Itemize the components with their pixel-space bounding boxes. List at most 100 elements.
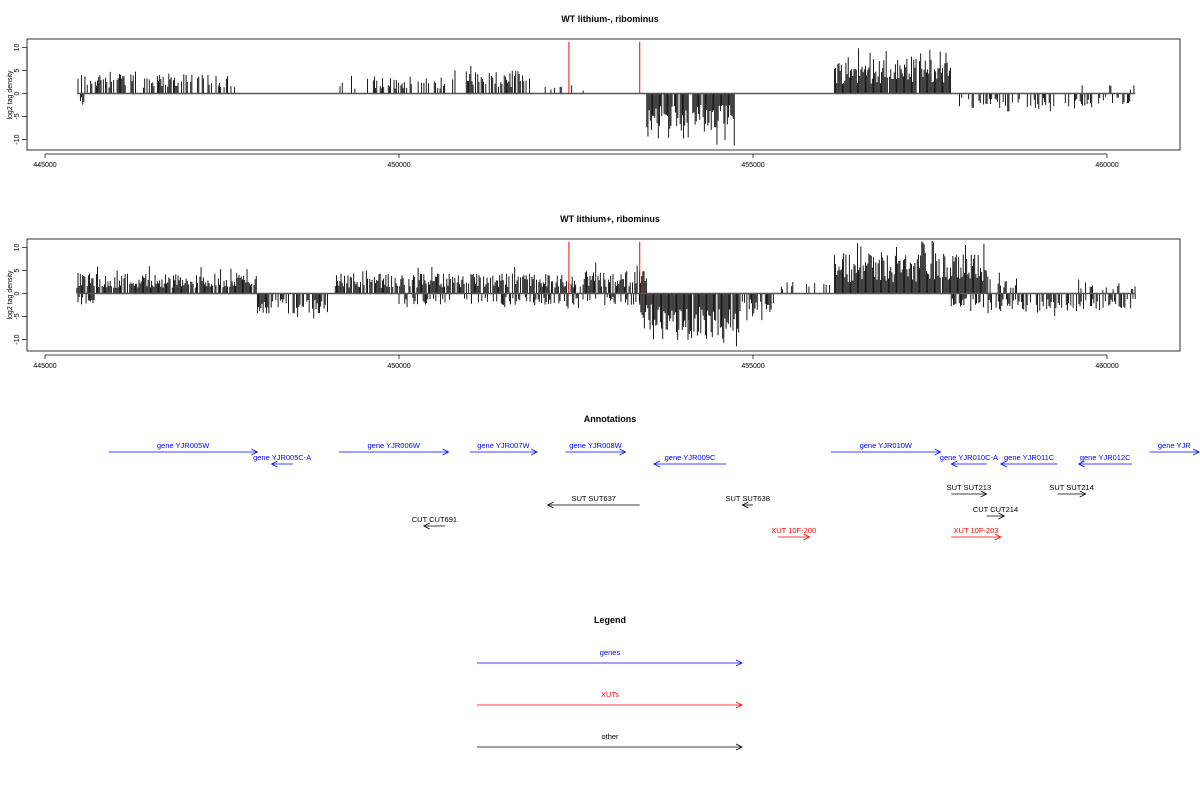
legend-label: other xyxy=(601,732,619,741)
x-tick-label: 455000 xyxy=(741,162,764,169)
feature-arrowhead xyxy=(251,448,259,456)
feature-label: gene YJR011C xyxy=(1004,453,1055,462)
legend-label: XUTs xyxy=(601,690,619,699)
legend-arrowhead xyxy=(735,659,743,667)
feature-label: XUT 10F-200 xyxy=(771,526,816,535)
annotation-feature: SUT SUT638 xyxy=(725,494,770,509)
legend-label: genes xyxy=(600,648,621,657)
annotation-feature: gene YJR011C xyxy=(999,453,1058,468)
annotation-feature: gene YJR010W xyxy=(830,441,942,456)
feature-label: gene YJR007W xyxy=(477,441,530,450)
feature-arrowhead xyxy=(270,460,278,468)
y-tick-label: 0 xyxy=(14,91,21,95)
feature-arrowhead xyxy=(1077,460,1085,468)
feature-label: SUT SUT637 xyxy=(571,494,615,503)
y-axis-label: log2 tag density xyxy=(7,270,14,320)
legend-arrowhead xyxy=(735,743,743,751)
feature-label: gene YJR012C xyxy=(1080,453,1131,462)
feature-label: CUT CUT214 xyxy=(973,505,1018,514)
feature-arrowhead xyxy=(998,512,1006,520)
annotation-feature: gene YJR010C-A xyxy=(940,453,998,468)
legend-arrowhead xyxy=(735,701,743,709)
chart-title: WT lithium-, ribominus xyxy=(561,14,659,24)
y-tick-label: -5 xyxy=(14,313,21,319)
feature-arrowhead xyxy=(546,501,554,509)
feature-arrowhead xyxy=(994,533,1002,541)
y-axis-label: log2 tag density xyxy=(7,70,14,120)
panel-lithium-minus: WT lithium-, ribominus log2 tag density … xyxy=(7,14,1181,169)
annotation-tracks: gene YJR005W gene YJR005C-A gene YJR006W ge… xyxy=(108,441,1200,541)
feature-label: gene YJR xyxy=(1158,441,1191,450)
feature-label: gene YJR006W xyxy=(367,441,420,450)
legend-items: genes XUTs other xyxy=(477,648,743,751)
annotation-feature: SUT SUT214 xyxy=(1049,483,1094,498)
x-tick-label: 460000 xyxy=(1095,162,1118,169)
y-tick-label: 5 xyxy=(14,68,21,72)
x-tick-label: 460000 xyxy=(1095,363,1118,370)
plot-frame xyxy=(26,238,1181,352)
feature-label: gene YJR005W xyxy=(157,441,210,450)
y-tick-label: 5 xyxy=(14,268,21,272)
legend-panel: Legend genes XUTs other xyxy=(477,615,743,751)
feature-arrowhead xyxy=(741,501,749,509)
feature-arrowhead xyxy=(1192,448,1200,456)
annotation-feature: SUT SUT213 xyxy=(947,483,991,498)
x-tick-label: 450000 xyxy=(387,363,410,370)
x-tick-label: 445000 xyxy=(33,162,56,169)
annotation-feature: gene YJR012C xyxy=(1077,453,1132,468)
y-tick-label: 10 xyxy=(14,44,21,52)
feature-arrowhead xyxy=(999,460,1007,468)
legend-title: Legend xyxy=(594,615,626,625)
x-tick-label: 455000 xyxy=(741,363,764,370)
feature-arrowhead xyxy=(803,533,811,541)
feature-arrowhead xyxy=(1079,490,1087,498)
legend-entry: XUTs xyxy=(477,690,743,709)
annotation-feature: gene YJR005C-A xyxy=(253,453,311,468)
feature-arrowhead xyxy=(934,448,942,456)
x-tick-label: 450000 xyxy=(387,162,410,169)
y-tick-label: 0 xyxy=(14,291,21,295)
feature-label: gene YJR010C-A xyxy=(940,453,998,462)
legend-entry: genes xyxy=(477,648,743,667)
plot-body: 10 5 0 -5 -10 445000 450000 455000 460000 xyxy=(14,42,1136,169)
feature-arrowhead xyxy=(980,490,988,498)
feature-label: gene YJR010W xyxy=(860,441,913,450)
annotation-feature: CUT CUT691 xyxy=(412,515,457,530)
y-tick-label: -5 xyxy=(14,113,21,119)
feature-label: gene YJR009C xyxy=(665,453,716,462)
y-tick-label: -10 xyxy=(14,134,21,144)
feature-label: SUT SUT213 xyxy=(947,483,991,492)
feature-arrowhead xyxy=(422,522,430,530)
annotation-feature: gene YJR005W xyxy=(108,441,259,456)
annotation-feature: gene YJR009C xyxy=(652,453,727,468)
plot-frame xyxy=(26,38,1181,151)
feature-arrowhead xyxy=(442,448,450,456)
plot-body: 10 5 0 -5 -10 445000 450000 455000 460000 xyxy=(14,241,1136,370)
annotation-feature: gene YJR007W xyxy=(469,441,538,456)
panel-lithium-plus: WT lithium+, ribominus log2 tag density … xyxy=(7,214,1181,370)
feature-label: gene YJR008W xyxy=(569,441,622,450)
annotation-feature: gene YJR006W xyxy=(338,441,450,456)
feature-label: SUT SUT638 xyxy=(725,494,769,503)
feature-arrowhead xyxy=(652,460,661,468)
legend-entry: other xyxy=(477,732,743,751)
annotation-feature: gene YJR xyxy=(1149,441,1200,456)
annotation-feature: SUT SUT637 xyxy=(546,494,640,509)
annotation-feature: gene YJR008W xyxy=(565,441,627,456)
feature-label: CUT CUT691 xyxy=(412,515,457,524)
x-tick-label: 445000 xyxy=(33,363,56,370)
annotation-feature: XUT 10F-203 xyxy=(951,526,1002,541)
feature-arrowhead xyxy=(619,448,627,456)
feature-arrowhead xyxy=(950,460,958,468)
feature-label: gene YJR005C-A xyxy=(253,453,311,462)
feature-arrowhead xyxy=(530,448,538,456)
chart-title: WT lithium+, ribominus xyxy=(560,214,660,224)
annotation-feature: CUT CUT214 xyxy=(973,505,1018,520)
y-tick-label: -10 xyxy=(14,334,21,344)
feature-label: SUT SUT214 xyxy=(1049,483,1093,492)
y-tick-label: 10 xyxy=(14,244,21,252)
annotations-title: Annotations xyxy=(584,414,637,424)
feature-label: XUT 10F-203 xyxy=(954,526,999,535)
